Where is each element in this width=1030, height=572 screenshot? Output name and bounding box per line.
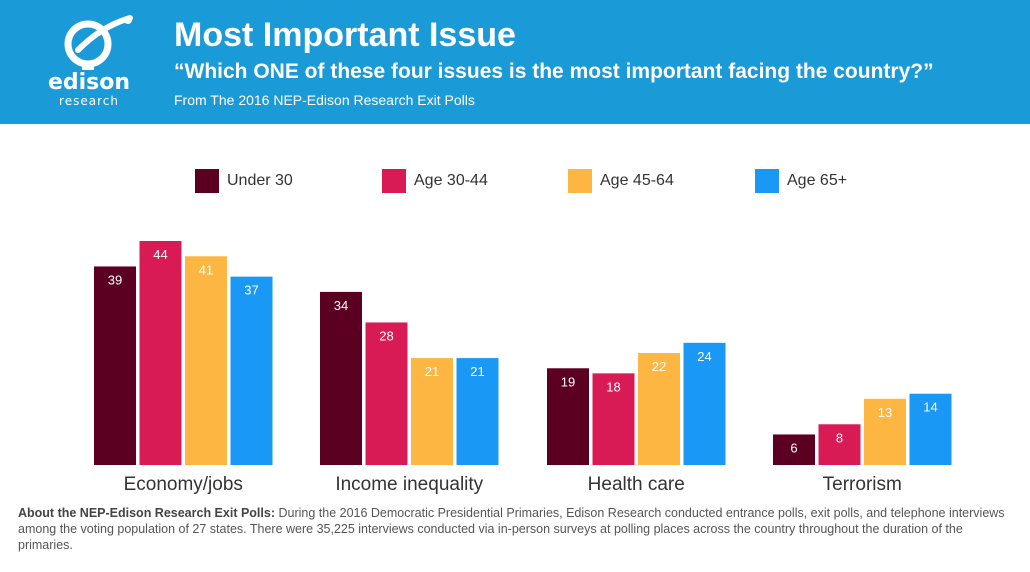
bar-value-label: 44 [153, 247, 167, 262]
bar-value-label: 41 [199, 262, 213, 277]
bar-value-label: 39 [108, 272, 122, 287]
legend-item-under-30: Under 30 [195, 166, 293, 196]
bar-health-care-series-0 [547, 368, 589, 465]
legend-item-age-65-plus: Age 65+ [755, 166, 847, 196]
bar-economy-jobs-series-0 [94, 266, 136, 465]
bar-value-label: 6 [790, 440, 797, 455]
chart-legend: Under 30 Age 30-44 Age 45-64 Age 65+ [0, 166, 1030, 198]
bar-value-label: 34 [334, 298, 348, 313]
category-label: Terrorism [823, 474, 902, 495]
legend-swatch [195, 169, 219, 193]
bar-value-label: 13 [878, 405, 892, 420]
source-note: From The 2016 NEP-Edison Research Exit P… [174, 92, 475, 108]
bar-economy-jobs-series-2 [185, 256, 227, 465]
category-label: Income inequality [335, 474, 483, 495]
legend-swatch [755, 169, 779, 193]
bar-income-inequality-series-1 [365, 322, 408, 465]
bar-value-label: 19 [561, 374, 575, 389]
bar-value-label: 8 [836, 430, 843, 445]
legend-item-age-45-64: Age 45-64 [568, 166, 674, 196]
bar-economy-jobs-series-3 [230, 276, 273, 465]
footer-heading: About the NEP-Edison Research Exit Polls… [18, 506, 275, 520]
footer-note: About the NEP-Edison Research Exit Polls… [18, 505, 1013, 553]
bar-value-label: 24 [697, 349, 711, 364]
bar-terrorism-series-0 [773, 434, 815, 465]
bar-value-label: 21 [425, 364, 439, 379]
bar-terrorism-series-1 [818, 424, 861, 465]
bar-value-label: 28 [379, 328, 393, 343]
bar-economy-jobs-series-1 [139, 241, 182, 465]
header-banner: edison research Most Important Issue “Wh… [0, 0, 1030, 124]
bar-value-label: 37 [244, 283, 258, 298]
bar-income-inequality-series-2 [411, 358, 453, 465]
edison-logo-icon [64, 15, 133, 70]
legend-swatch [568, 169, 592, 193]
bar-health-care-series-3 [683, 342, 726, 465]
bar-income-inequality-series-0 [320, 291, 362, 465]
bar-health-care-series-1 [592, 373, 635, 465]
legend-swatch [382, 169, 406, 193]
bar-value-label: 18 [606, 379, 620, 394]
legend-label: Age 45-64 [600, 172, 674, 189]
bar-health-care-series-2 [638, 353, 680, 465]
legend-label: Age 30-44 [414, 172, 488, 189]
legend-item-age-30-44: Age 30-44 [382, 166, 488, 196]
logo-subtext: research [59, 94, 119, 108]
bar-chart: 39 44 41 37 Economy/jobs 34 28 21 21 Income inequ… [94, 241, 952, 495]
category-label: Health care [588, 474, 685, 495]
bar-terrorism-series-2 [864, 398, 906, 465]
bar-value-label: 14 [923, 400, 937, 415]
bar-value-label: 22 [652, 359, 666, 374]
legend-label: Under 30 [227, 172, 293, 189]
footer-text: During the 2016 Democratic Presidential … [18, 506, 1005, 552]
page-subtitle: “Which ONE of these four issues is the m… [174, 60, 934, 83]
logo-wordmark: edison [47, 70, 131, 95]
category-label: Economy/jobs [124, 474, 243, 495]
legend-label: Age 65+ [787, 172, 848, 189]
bar-terrorism-series-3 [909, 393, 952, 465]
bar-income-inequality-series-3 [456, 358, 499, 465]
page-title: Most Important Issue [174, 16, 516, 54]
bar-value-label: 21 [470, 364, 484, 379]
